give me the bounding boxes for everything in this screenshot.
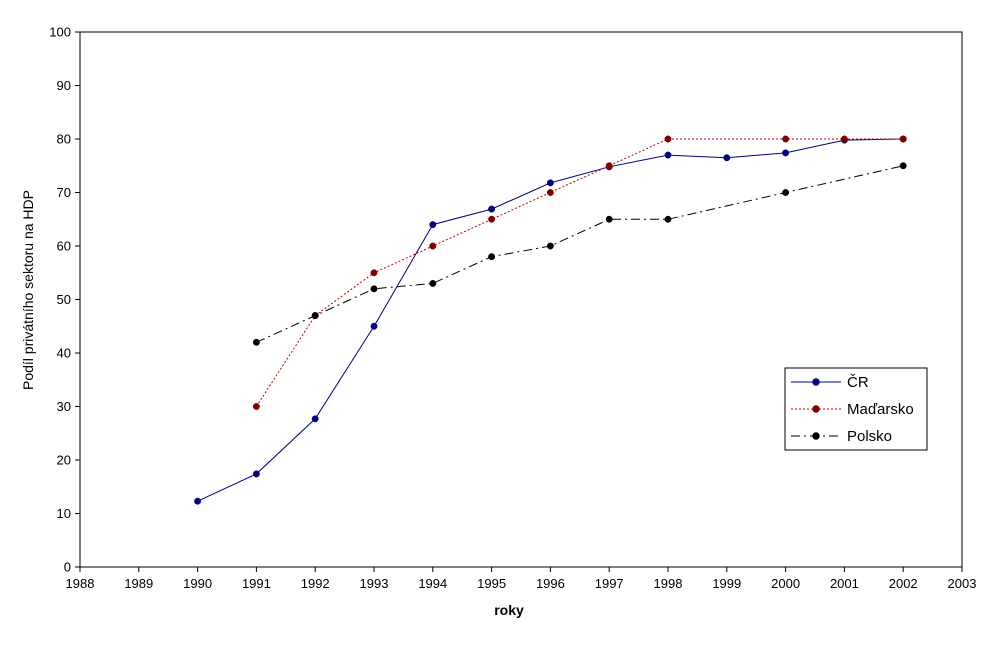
y-tick-label: 70 (57, 185, 71, 200)
x-tick-label: 2001 (830, 576, 859, 591)
data-point (252, 338, 260, 346)
y-tick-label: 20 (57, 453, 71, 468)
y-axis-title: Podíl privátního sektoru na HDP (20, 190, 36, 390)
legend: ČR Maďarsko Polsko (784, 367, 928, 451)
data-point (194, 497, 202, 505)
data-point (546, 242, 554, 250)
x-tick-label: 1988 (66, 576, 95, 591)
x-axis-title: roky (494, 602, 524, 618)
data-point (488, 205, 496, 213)
series-layer (194, 135, 907, 505)
x-tick-label: 1995 (477, 576, 506, 591)
y-tick-label: 80 (57, 132, 71, 147)
x-tick-label: 1990 (183, 576, 212, 591)
legend-label: Maďarsko (847, 401, 914, 418)
y-tick-label: 30 (57, 399, 71, 414)
legend-marker (812, 432, 820, 440)
data-point (782, 189, 790, 196)
x-tick-label: 1996 (536, 576, 565, 591)
data-point (723, 154, 731, 162)
data-point (782, 135, 790, 143)
data-point (899, 135, 907, 143)
data-point (488, 253, 496, 261)
data-point (664, 135, 672, 143)
data-point (899, 162, 907, 170)
x-tick-label: 2002 (889, 576, 918, 591)
x-tick-label: 2003 (948, 576, 977, 591)
data-point (546, 189, 554, 196)
series-line (255, 138, 904, 407)
data-point (311, 312, 319, 319)
y-tick-label: 100 (49, 25, 71, 40)
legend-label: Polsko (847, 428, 892, 445)
legend-marker (812, 405, 820, 413)
y-tick-label: 60 (57, 239, 71, 254)
data-point (252, 403, 260, 410)
series-line (256, 165, 904, 343)
y-tick-label: 40 (57, 346, 71, 361)
y-tick-label: 10 (57, 506, 71, 521)
y-tick-label: 90 (57, 78, 71, 93)
data-point (429, 221, 437, 229)
data-point (664, 215, 672, 223)
x-tick-label: 2000 (771, 576, 800, 591)
data-point (782, 149, 790, 157)
x-tick-label: 1993 (360, 576, 389, 591)
legend-label: ČR (847, 374, 869, 391)
x-tick-label: 1989 (124, 576, 153, 591)
data-point (840, 135, 848, 143)
x-tick-label: 1997 (595, 576, 624, 591)
y-tick-label: 0 (64, 560, 71, 575)
data-point (664, 151, 672, 159)
y-axis: 0 10 20 30 40 50 60 70 80 90 100 (49, 25, 80, 575)
x-tick-label: 1999 (712, 576, 741, 591)
data-point (429, 242, 437, 250)
data-point (370, 322, 378, 330)
x-tick-label: 1991 (242, 576, 271, 591)
x-tick-label: 1994 (418, 576, 447, 591)
legend-marker (812, 378, 820, 386)
data-point (370, 269, 378, 277)
x-axis: 1988 1989 1990 1991 1992 1993 1994 1995 1996 1997… (66, 567, 977, 591)
data-point (429, 280, 437, 287)
data-point (311, 415, 319, 423)
x-tick-label: 1998 (654, 576, 683, 591)
series-3 (252, 162, 907, 346)
data-point (488, 215, 496, 223)
x-tick-label: 1992 (301, 576, 330, 591)
y-tick-label: 50 (57, 292, 71, 307)
data-point (370, 285, 378, 293)
data-point (605, 162, 613, 170)
data-point (546, 179, 554, 187)
data-point (605, 215, 613, 223)
data-point (252, 470, 260, 478)
series-2 (252, 135, 907, 410)
